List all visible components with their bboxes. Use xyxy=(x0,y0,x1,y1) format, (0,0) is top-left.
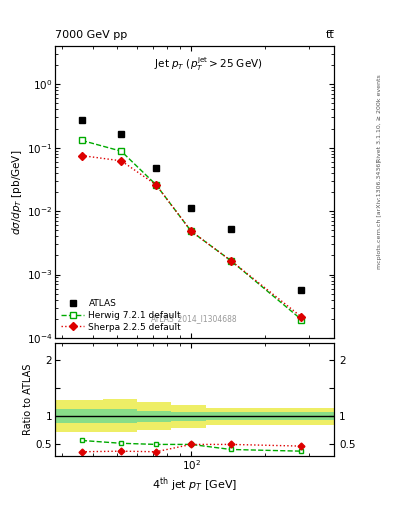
Text: 7000 GeV pp: 7000 GeV pp xyxy=(55,30,127,40)
Sherpa 2.2.5 default xyxy=(119,158,124,164)
Text: tt̅: tt̅ xyxy=(325,30,334,40)
Herwig 7.2.1 default xyxy=(79,137,84,143)
Herwig 7.2.1 default xyxy=(299,316,304,323)
Herwig 7.2.1 default xyxy=(229,258,233,264)
Line: Herwig 7.2.1 default: Herwig 7.2.1 default xyxy=(79,138,304,323)
Herwig 7.2.1 default xyxy=(154,182,158,188)
Legend: ATLAS, Herwig 7.2.1 default, Sherpa 2.2.5 default: ATLAS, Herwig 7.2.1 default, Sherpa 2.2.… xyxy=(59,297,183,333)
Line: Sherpa 2.2.5 default: Sherpa 2.2.5 default xyxy=(79,153,304,319)
ATLAS xyxy=(119,131,124,137)
Text: Rivet 3.1.10, ≥ 200k events: Rivet 3.1.10, ≥ 200k events xyxy=(377,74,382,162)
X-axis label: 4$^{\rm th}$ jet $p_T$ [GeV]: 4$^{\rm th}$ jet $p_T$ [GeV] xyxy=(152,475,237,494)
Text: ATLAS_2014_I1304688: ATLAS_2014_I1304688 xyxy=(151,314,238,324)
Sherpa 2.2.5 default xyxy=(154,182,158,188)
Line: ATLAS: ATLAS xyxy=(79,117,305,293)
ATLAS xyxy=(189,205,194,211)
Sherpa 2.2.5 default xyxy=(189,228,194,234)
Sherpa 2.2.5 default xyxy=(229,258,233,264)
Sherpa 2.2.5 default xyxy=(79,153,84,159)
ATLAS xyxy=(79,117,84,123)
ATLAS xyxy=(299,286,304,292)
Text: Jet $p_T$ ($p_T^{\rm jet}>$25 GeV): Jet $p_T$ ($p_T^{\rm jet}>$25 GeV) xyxy=(154,55,263,73)
Y-axis label: Ratio to ATLAS: Ratio to ATLAS xyxy=(23,364,33,435)
Sherpa 2.2.5 default xyxy=(299,314,304,320)
Herwig 7.2.1 default xyxy=(119,148,124,154)
Text: mcplots.cern.ch [arXiv:1306.3436]: mcplots.cern.ch [arXiv:1306.3436] xyxy=(377,161,382,269)
ATLAS xyxy=(229,226,233,232)
Y-axis label: $d\sigma/dp_T$ [pb/GeV]: $d\sigma/dp_T$ [pb/GeV] xyxy=(10,150,24,234)
ATLAS xyxy=(154,165,158,171)
Herwig 7.2.1 default xyxy=(189,228,194,234)
